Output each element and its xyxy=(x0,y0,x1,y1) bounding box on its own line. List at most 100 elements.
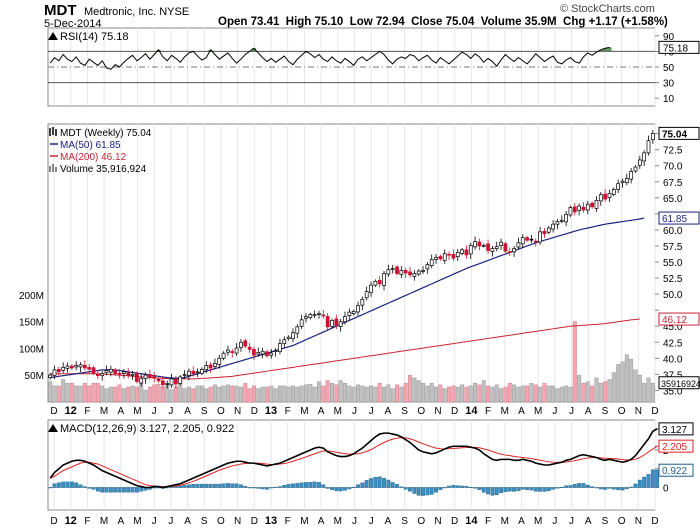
candle-body xyxy=(429,259,434,266)
macd-histogram-bar xyxy=(95,487,100,492)
macd-legend-marker xyxy=(48,424,58,432)
x-tick-label: D xyxy=(251,406,258,417)
macd-histogram-bar xyxy=(577,483,582,488)
macd-histogram-bar xyxy=(260,487,265,490)
macd-histogram-bar xyxy=(425,487,430,496)
macd-histogram-bar xyxy=(564,485,569,488)
volume-bar xyxy=(191,388,196,403)
macd-histogram-bar xyxy=(429,487,434,495)
candle-body xyxy=(260,350,265,355)
candle-body xyxy=(529,238,534,241)
candle-body xyxy=(295,326,300,334)
chg-label: Chg xyxy=(563,16,586,28)
candle-body xyxy=(551,223,555,230)
macd-histogram-bar xyxy=(82,486,87,488)
volume-bar xyxy=(369,385,373,403)
candle-body xyxy=(104,370,109,374)
candle-body xyxy=(174,379,178,385)
candle-body xyxy=(178,376,183,384)
x-tick-label: M xyxy=(100,516,108,527)
candle-body xyxy=(542,230,547,235)
volume-bar xyxy=(303,384,308,403)
x-tick-label: S xyxy=(201,516,208,527)
candle-body xyxy=(161,380,165,386)
candle-body xyxy=(616,183,621,190)
volume-bar xyxy=(520,385,525,403)
macd-histogram-bar xyxy=(481,487,486,493)
volume-bar xyxy=(230,385,235,403)
macd-histogram-bar xyxy=(317,482,321,488)
macd-histogram-bar xyxy=(637,479,642,488)
chart-date: 5-Dec-2014 xyxy=(44,18,102,30)
macd-histogram-bar xyxy=(78,484,83,488)
x-tick-label: M xyxy=(133,406,141,417)
volume-bar xyxy=(238,386,243,403)
volume-bar xyxy=(646,377,651,403)
volume-bar xyxy=(152,384,157,403)
candle-body xyxy=(577,205,581,211)
x-tick-label: D xyxy=(451,516,458,527)
x-tick-label: J xyxy=(569,516,574,527)
close-value: 75.04 xyxy=(445,16,475,28)
x-tick-label: S xyxy=(602,516,609,527)
macd-histogram-bar xyxy=(585,484,590,488)
x-tick-label: M xyxy=(300,516,308,527)
macd-histogram-bar xyxy=(217,483,222,488)
macd-histogram-bar xyxy=(69,481,74,488)
volume-bar xyxy=(100,385,105,403)
macd-histogram-bar xyxy=(529,487,534,491)
macd-histogram-bar xyxy=(382,477,386,488)
x-tick-label: O xyxy=(618,516,626,527)
x-tick-label: D xyxy=(251,516,258,527)
x-tick-label: J xyxy=(552,406,557,417)
macd-histogram-bar xyxy=(655,470,660,488)
candle-body xyxy=(377,279,382,285)
volume-bar xyxy=(277,385,282,403)
volume-bar xyxy=(390,388,395,403)
volume-bar xyxy=(399,386,404,403)
volume-bar xyxy=(620,361,625,403)
macd-histogram-bar xyxy=(208,483,213,488)
candle-body xyxy=(256,352,261,355)
candle-body xyxy=(48,374,53,378)
macd-histogram-bar xyxy=(546,487,551,491)
macd-histogram-bar xyxy=(247,487,252,489)
volume-bar xyxy=(607,379,612,403)
macd-histogram-bar xyxy=(304,482,308,488)
volume-bar xyxy=(624,354,629,403)
macd-histogram-bar xyxy=(230,483,235,488)
volume-bar xyxy=(395,384,400,403)
x-tick-label: M xyxy=(300,406,308,417)
ma200-value-box xyxy=(658,312,700,326)
macd-histogram-bar xyxy=(642,476,647,488)
candle-body xyxy=(360,298,365,306)
x-tick-label: J xyxy=(369,406,374,417)
volume-bar xyxy=(564,385,569,403)
candle-body xyxy=(65,365,70,369)
price-tick-label: 65.0 xyxy=(663,194,683,205)
volume-bar xyxy=(104,388,109,403)
macd-histogram-bar xyxy=(299,482,304,488)
candle-body xyxy=(87,367,92,370)
macd-histogram-bar xyxy=(278,486,282,488)
price-panel xyxy=(47,123,656,403)
macd-histogram-bar xyxy=(434,487,438,493)
macd-histogram-bar xyxy=(538,487,543,492)
candle-body xyxy=(282,339,287,344)
macd-histogram-bar xyxy=(568,485,573,488)
candle-body xyxy=(356,305,360,313)
macd-histogram-bar xyxy=(386,479,391,488)
volume-bar xyxy=(221,385,226,403)
candle-body xyxy=(78,364,83,368)
candle-body xyxy=(477,241,482,247)
close-label: Close xyxy=(411,16,443,28)
price-tick-label: 52.5 xyxy=(663,274,683,285)
macd-histogram-bar xyxy=(620,487,625,491)
candle-body xyxy=(165,383,170,385)
candle-body xyxy=(308,314,313,318)
volume-bar xyxy=(434,386,439,403)
volume-bar xyxy=(512,384,517,403)
x-tick-label: J xyxy=(552,516,557,527)
volume-bar xyxy=(78,385,83,403)
candle-body xyxy=(234,347,239,354)
